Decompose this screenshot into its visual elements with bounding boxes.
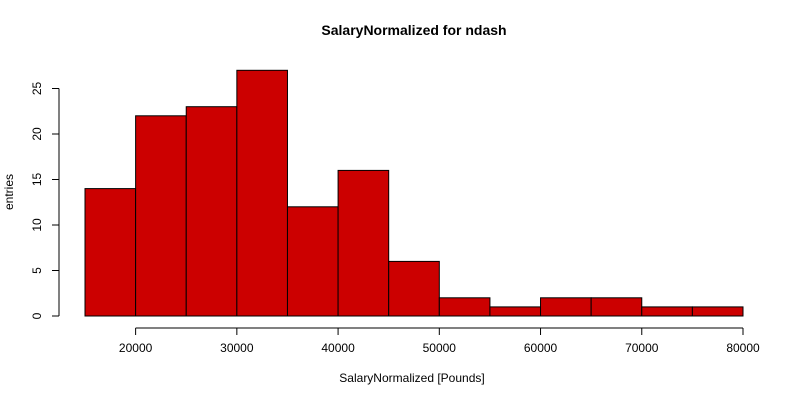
y-tick-label: 10 — [30, 218, 44, 232]
y-tick-label: 15 — [30, 173, 44, 187]
x-tick-label: 80000 — [726, 341, 760, 355]
histogram-bar — [388, 260, 440, 317]
y-tick-label: 5 — [30, 267, 44, 274]
x-tick-label: 70000 — [625, 341, 659, 355]
histogram-bar — [540, 297, 592, 317]
histogram-bar — [135, 115, 187, 317]
histogram-bar — [286, 206, 339, 317]
histogram-bar — [185, 106, 238, 317]
x-axis-label: SalaryNormalized [Pounds] — [339, 371, 484, 385]
histogram-bar — [590, 297, 643, 317]
y-tick-label: 0 — [30, 312, 44, 319]
histogram-bar — [691, 306, 744, 317]
histogram-bar — [337, 169, 390, 317]
x-tick-label: 30000 — [220, 341, 254, 355]
x-axis: 20000 30000 40000 50000 60000 70000 80000 — [119, 327, 760, 355]
histogram-bar — [236, 69, 288, 317]
bars-group — [84, 69, 744, 317]
histogram-bar — [641, 306, 693, 317]
x-tick-label: 20000 — [119, 341, 153, 355]
x-tick-label: 40000 — [321, 341, 355, 355]
chart-title: SalaryNormalized for ndash — [321, 22, 506, 38]
histogram-bar — [84, 188, 137, 317]
y-axis: 0 5 10 15 20 25 — [30, 82, 60, 319]
histogram-bar — [438, 297, 491, 317]
histogram-bar — [489, 306, 542, 317]
y-tick-label: 25 — [30, 82, 44, 96]
x-tick-label: 50000 — [423, 341, 457, 355]
y-axis-label: entries — [2, 174, 16, 210]
x-tick-label: 60000 — [524, 341, 558, 355]
y-tick-label: 20 — [30, 127, 44, 141]
